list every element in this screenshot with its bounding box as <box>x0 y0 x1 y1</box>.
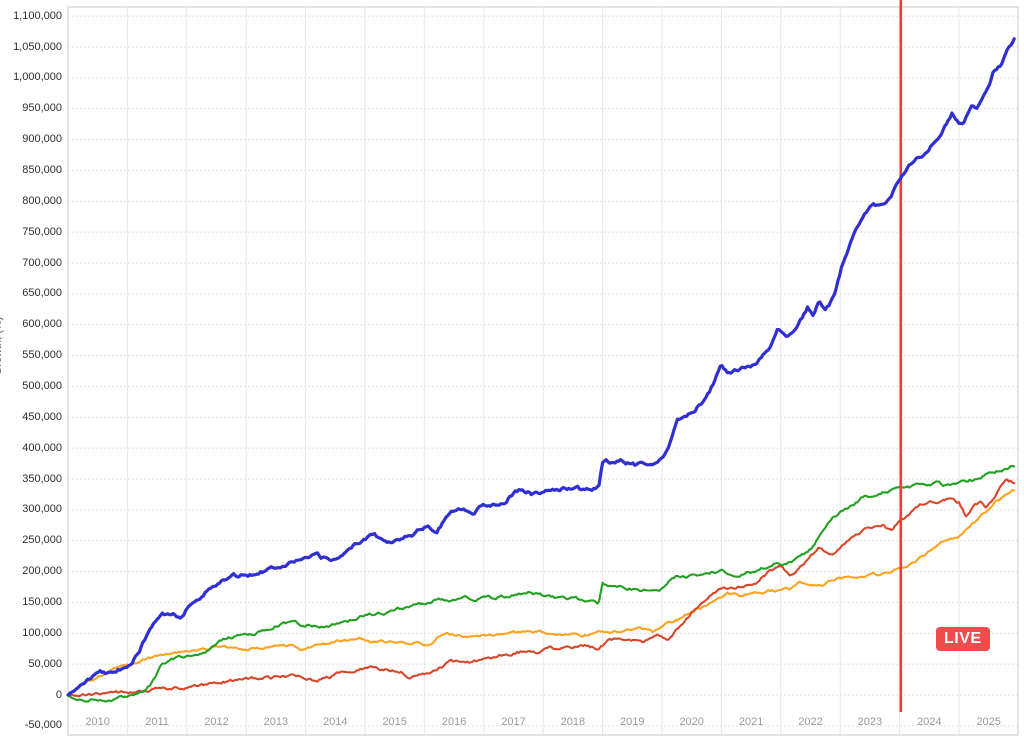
y-tick-label: 100,000 <box>22 626 62 639</box>
x-tick-label: 2016 <box>441 716 467 728</box>
live-badge: LIVE <box>936 627 990 651</box>
x-tick-label: 2021 <box>738 716 764 728</box>
series-green-line <box>66 464 1016 703</box>
x-tick-label: 2019 <box>620 716 645 728</box>
series-orange-line <box>66 489 1016 697</box>
x-tick-label: 2010 <box>85 716 110 728</box>
y-tick-label: 150,000 <box>22 595 62 608</box>
series-blue-line <box>66 37 1016 697</box>
y-tick-label: 400,000 <box>22 441 62 454</box>
y-tick-label: 700,000 <box>22 256 62 269</box>
y-tick-label: 600,000 <box>22 318 62 331</box>
y-axis-title: Growth, (%) <box>0 316 4 376</box>
x-tick-label: 2022 <box>798 716 823 728</box>
x-tick-label: 2011 <box>145 716 169 728</box>
y-tick-label: 200,000 <box>22 565 62 578</box>
y-tick-label: 350,000 <box>22 472 62 485</box>
x-tick-label: 2017 <box>501 716 526 728</box>
y-tick-label: 900,000 <box>22 133 62 146</box>
y-tick-label: -50,000 <box>24 719 62 732</box>
x-tick-label: 2023 <box>857 716 883 728</box>
x-tick-label: 2012 <box>204 716 229 728</box>
y-tick-label: 250,000 <box>22 534 62 547</box>
y-tick-label: 300,000 <box>22 503 62 516</box>
y-tick-label: 500,000 <box>22 379 62 392</box>
x-tick-label: 2015 <box>382 716 407 728</box>
y-tick-label: 50,000 <box>28 657 62 670</box>
y-tick-label: 450,000 <box>22 410 62 423</box>
y-tick-label: 650,000 <box>22 287 62 300</box>
y-tick-label: 1,050,000 <box>13 40 62 53</box>
y-tick-label: 1,100,000 <box>13 9 62 22</box>
y-tick-label: 1,000,000 <box>13 71 62 84</box>
y-tick-label: 950,000 <box>22 102 62 115</box>
y-tick-label: 850,000 <box>22 163 62 176</box>
plot-border <box>67 6 1019 736</box>
x-tick-label: 2020 <box>679 716 704 728</box>
x-tick-label: 2013 <box>263 716 289 728</box>
y-tick-label: 800,000 <box>22 194 62 207</box>
x-tick-label: 2018 <box>560 716 586 728</box>
x-tick-label: 2014 <box>323 716 348 728</box>
x-tick-label: 2025 <box>976 716 1001 728</box>
y-tick-label: 550,000 <box>22 349 62 362</box>
y-tick-label: 750,000 <box>22 225 62 238</box>
x-tick-label: 2024 <box>917 716 942 728</box>
y-tick-label: 0 <box>55 688 62 701</box>
series-red-line <box>66 478 1016 698</box>
